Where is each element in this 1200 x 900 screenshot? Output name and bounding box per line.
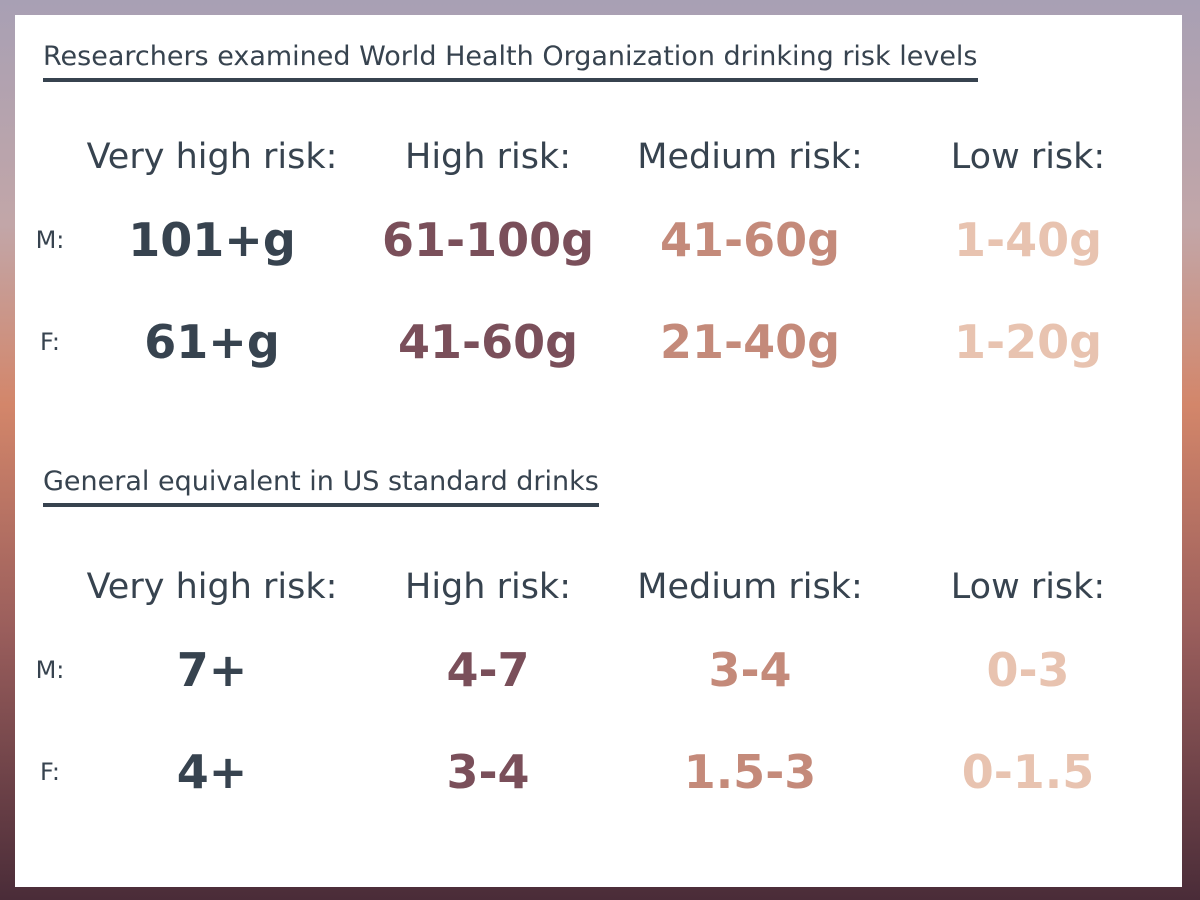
risk-value: 3-4 bbox=[446, 745, 530, 799]
risk-value: 7+ bbox=[176, 643, 248, 697]
section2-header: Low risk: bbox=[950, 567, 1106, 607]
risk-value: 1.5-3 bbox=[683, 745, 817, 799]
row-label: F: bbox=[39, 758, 61, 786]
section2-header: High risk: bbox=[405, 567, 571, 607]
row-label: M: bbox=[35, 656, 65, 684]
risk-value: 3-4 bbox=[708, 643, 792, 697]
risk-value: 1-40g bbox=[953, 213, 1103, 267]
section2-header: Very high risk: bbox=[86, 567, 338, 607]
risk-value: 0-1.5 bbox=[961, 745, 1095, 799]
risk-value: 41-60g bbox=[659, 213, 841, 267]
risk-value: 21-40g bbox=[659, 315, 841, 369]
section1-header: Medium risk: bbox=[637, 137, 863, 177]
risk-value: 1-20g bbox=[953, 315, 1103, 369]
risk-value: 101+g bbox=[128, 213, 296, 267]
risk-value: 4-7 bbox=[446, 643, 530, 697]
risk-value: 61-100g bbox=[381, 213, 595, 267]
row-label: M: bbox=[35, 226, 65, 254]
section2-title: General equivalent in US standard drinks bbox=[43, 466, 599, 507]
risk-value: 4+ bbox=[176, 745, 248, 799]
risk-value: 41-60g bbox=[397, 315, 579, 369]
risk-value: 0-3 bbox=[986, 643, 1070, 697]
section2-header: Medium risk: bbox=[637, 567, 863, 607]
section1-header: High risk: bbox=[405, 137, 571, 177]
row-label: F: bbox=[39, 328, 61, 356]
section1-header: Very high risk: bbox=[86, 137, 338, 177]
section1-title: Researchers examined World Health Organi… bbox=[43, 41, 978, 82]
section1-header: Low risk: bbox=[950, 137, 1106, 177]
infographic-panel: Researchers examined World Health Organi… bbox=[15, 15, 1182, 887]
risk-value: 61+g bbox=[144, 315, 280, 369]
